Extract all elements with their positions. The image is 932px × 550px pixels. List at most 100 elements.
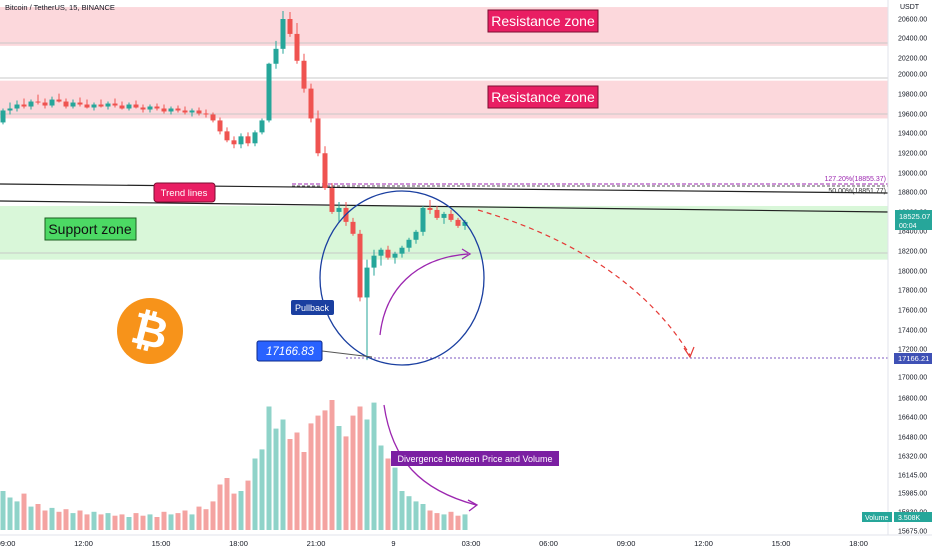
volume-bar [21,493,27,530]
trend-line-lower[interactable] [0,200,889,213]
volume-bar [343,436,349,530]
time-axis-ticks[interactable]: 09:00 12:00 15:00 18:00 21:00 9 03:00 06:00 09:0… [0,539,868,548]
candle-body [294,33,300,61]
price-axis-tick: 16800.00 [898,396,927,403]
low-price-tag [894,353,932,364]
volume-bar [413,501,419,530]
candle-body [315,118,321,154]
volume-bar [77,510,83,530]
volume-bar [49,507,55,530]
candle-body [126,104,132,109]
candle-body [91,104,97,108]
currency-label: USDT [900,4,920,11]
candle-body [140,107,146,110]
candle-body [42,102,48,106]
volume-bar [259,449,265,530]
pullback-label: Pullback [295,303,330,313]
candle-body [175,108,181,111]
symbol-title: Bitcoin / TetherUS, 15, BINANCE [5,3,115,12]
candle-body [273,48,279,64]
candle-body [168,108,174,112]
candle-body [21,104,27,107]
countdown-value: 00:04 [899,223,917,230]
volume-bar [182,510,188,530]
volume-bar [112,515,118,530]
candle-body [427,207,433,210]
volume-bar [273,428,279,530]
divergence-label: Divergence between Price and Volume [397,454,552,464]
volume-bar [63,509,69,530]
volume-bar [210,501,216,530]
pullback-circle[interactable] [319,190,485,366]
volume-bar [392,467,398,530]
support-label: Support zone [48,221,131,237]
volume-bar [385,458,391,530]
candle-body [210,114,216,121]
price-axis-tick: 18000.00 [898,269,927,276]
price-axis-tick: 18800.00 [898,190,927,197]
candle-body [70,102,76,107]
candle-body [63,101,69,107]
price-axis-tick: 17600.00 [898,308,927,315]
candle-body [112,103,118,106]
candle-body [0,110,6,123]
low-value-label: 17166.83 [266,346,315,358]
volume-bar [462,514,468,530]
time-axis-tick: 12:00 [74,539,93,548]
volume-bar [0,491,6,530]
volume-bar [217,484,223,530]
volume-bar [252,458,258,530]
volume-bar [301,452,307,530]
price-axis-tick: 16480.00 [898,435,927,442]
candle-body [399,247,405,254]
divergence-arrow [383,404,477,506]
volume-bar [91,511,97,530]
volume-bar [329,400,335,530]
candle-body [364,267,370,298]
candle-body [147,106,153,110]
price-axis-tick: 20000.00 [898,72,927,79]
volume-bar [28,506,34,530]
resistance-label-1: Resistance zone [491,13,595,29]
volume-bars [0,400,468,530]
bitcoin-logo: ₿ [117,298,183,364]
volume-bar [245,480,251,530]
volume-bar [56,511,62,530]
volume-bar [7,497,13,530]
price-axis[interactable] [888,0,932,535]
volume-bar [189,514,195,530]
time-axis-tick: 09:00 [0,539,15,548]
time-axis-tick: 15:00 [152,539,171,548]
candle-body [189,110,195,113]
candle-body [336,207,342,212]
price-axis-tick: 19200.00 [898,151,927,158]
projection-arrow [477,209,691,356]
candle-body [287,19,293,34]
trend-line-upper[interactable] [0,183,889,194]
volume-bar [84,514,90,530]
volume-bar [196,506,202,530]
price-axis-tick: 16320.00 [898,454,927,461]
time-axis-tick: 18:00 [849,539,868,548]
time-axis-tick: 03:00 [462,539,481,548]
volume-bar [406,496,412,530]
trend-lines-label: Trend lines [161,188,208,199]
trend-lines-label-bg [153,182,216,203]
resistance-label-2: Resistance zone [491,89,595,105]
price-axis-tick: 20200.00 [898,56,927,63]
volume-tag-value: 3.508K [898,515,921,522]
candle-body [154,106,160,109]
time-axis-tick: 21:00 [307,539,326,548]
candle-body [161,108,167,112]
time-axis-tick: 9 [391,539,395,548]
volume-bar [119,514,125,530]
price-axis-tick: 19400.00 [898,131,927,138]
fib-127-label: 127.20%(18855.37) [825,176,887,183]
time-axis-tick: 06:00 [539,539,558,548]
volume-bar [308,423,314,530]
last-price-tag [895,210,932,230]
candle-body [7,108,13,111]
volume-bar [175,513,181,530]
candle-body [371,255,377,268]
